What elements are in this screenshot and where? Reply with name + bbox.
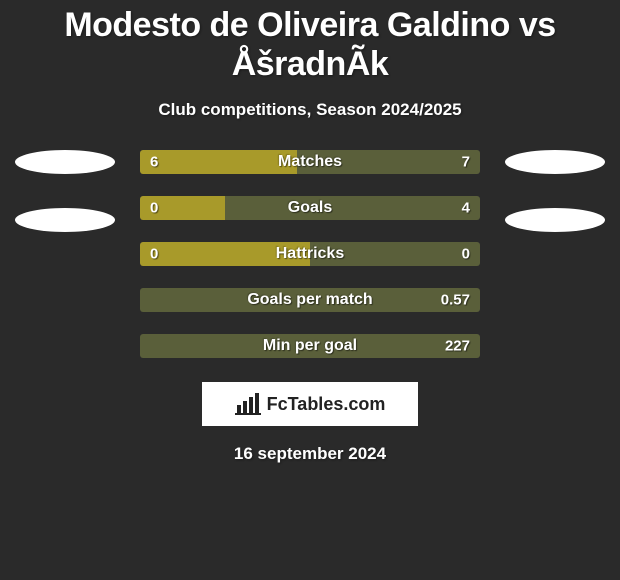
stat-value-left: 0 — [150, 246, 158, 263]
stat-bar-left — [140, 242, 310, 266]
stat-value-right: 0.57 — [441, 292, 470, 309]
stat-bar-right — [310, 242, 480, 266]
chart-area: Matches67Goals04Hattricks00Goals per mat… — [0, 150, 620, 358]
comparison-title: Modesto de Oliveira Galdino vs ÅšradnÃ­k — [0, 0, 620, 84]
snapshot-date: 16 september 2024 — [0, 444, 620, 464]
stat-bar-right — [140, 334, 480, 358]
player-ellipse — [505, 150, 605, 174]
player-ellipse — [15, 150, 115, 174]
stat-value-right: 4 — [462, 200, 470, 217]
fctables-logo[interactable]: FcTables.com — [202, 382, 418, 426]
stat-bar-row: Goals04 — [140, 196, 480, 220]
player-ellipse — [505, 208, 605, 232]
stat-bar-left — [140, 150, 297, 174]
stat-value-right: 7 — [462, 154, 470, 171]
stat-bar-row: Min per goal227 — [140, 334, 480, 358]
comparison-subtitle: Club competitions, Season 2024/2025 — [0, 100, 620, 120]
logo-text: FcTables.com — [267, 394, 386, 415]
stat-bar-row: Matches67 — [140, 150, 480, 174]
stat-bar-right — [225, 196, 480, 220]
left-player-col — [10, 150, 120, 232]
stat-value-left: 6 — [150, 154, 158, 171]
stat-value-right: 227 — [445, 338, 470, 355]
stat-bar-row: Hattricks00 — [140, 242, 480, 266]
stat-bar-right — [297, 150, 480, 174]
stat-bars: Matches67Goals04Hattricks00Goals per mat… — [140, 150, 480, 358]
right-player-col — [500, 150, 610, 232]
player-ellipse — [15, 208, 115, 232]
bar-chart-icon — [235, 393, 261, 415]
stat-bar-right — [140, 288, 480, 312]
stat-bar-row: Goals per match0.57 — [140, 288, 480, 312]
stat-value-right: 0 — [462, 246, 470, 263]
stat-value-left: 0 — [150, 200, 158, 217]
